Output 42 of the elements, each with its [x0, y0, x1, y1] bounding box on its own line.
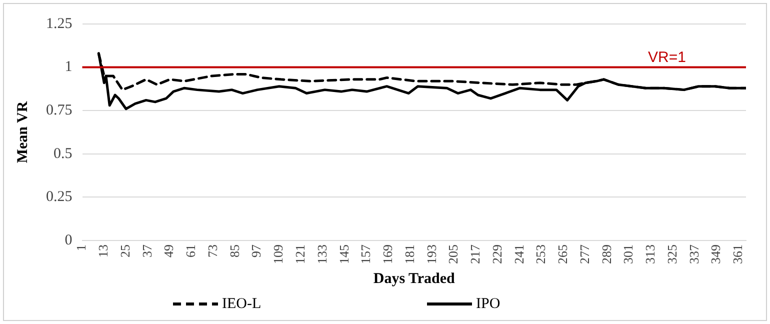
x-tick-label: 49: [161, 244, 176, 258]
y-tick-label: 0: [64, 232, 72, 248]
y-tick-label: 0.5: [54, 146, 72, 162]
x-tick-label: 193: [424, 244, 439, 264]
x-tick-label: 121: [292, 244, 308, 264]
x-tick-label: 145: [336, 244, 352, 264]
x-tick-label: 1: [74, 244, 89, 251]
x-tick-label: 337: [686, 244, 702, 264]
y-axis-title: Mean VR: [14, 101, 31, 164]
legend-label: IEO-L: [222, 296, 262, 312]
x-tick-label: 13: [96, 244, 111, 258]
x-tick-label: 361: [730, 244, 746, 264]
x-tick-label: 241: [511, 244, 526, 264]
x-tick-label: 73: [204, 244, 220, 258]
x-tick-label: 277: [576, 244, 592, 264]
x-tick-label: 181: [402, 244, 417, 264]
x-tick-label: 205: [446, 244, 461, 264]
y-tick-label: 0.75: [46, 102, 72, 119]
x-tick-label: 349: [708, 244, 724, 264]
ref-line-label: VR=1: [648, 48, 686, 66]
y-tick-label: 1.25: [46, 16, 72, 32]
legend-label: IPO: [476, 296, 500, 312]
x-tick-label: 289: [598, 244, 614, 264]
x-tick-label: 157: [358, 244, 374, 264]
x-tick-label: 61: [183, 244, 198, 258]
x-axis-title: Days Traded: [373, 270, 456, 287]
x-tick-label: 313: [642, 244, 658, 264]
x-tick-label: 97: [248, 244, 264, 258]
x-tick-label: 169: [380, 244, 396, 264]
x-tick-label: 109: [270, 244, 286, 264]
x-tick-label: 253: [533, 244, 548, 264]
x-tick-label: 133: [314, 244, 330, 264]
x-tick-label: 325: [664, 244, 680, 264]
x-tick-label: 25: [117, 244, 132, 258]
y-tick-label: 0.25: [46, 189, 72, 206]
x-tick-label: 217: [468, 244, 483, 264]
x-tick-label: 37: [139, 244, 154, 258]
x-tick-label: 229: [489, 244, 504, 264]
x-tick-label: 301: [620, 244, 636, 264]
x-tick-label: 85: [226, 244, 242, 258]
y-tick-label: 1: [64, 59, 72, 76]
x-tick-label: 265: [555, 244, 570, 264]
